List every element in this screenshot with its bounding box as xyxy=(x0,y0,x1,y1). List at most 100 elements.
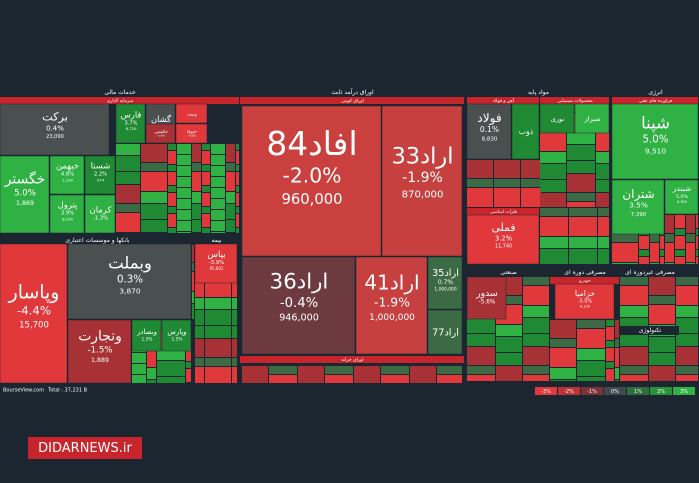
tile-filler xyxy=(325,366,353,374)
tile-value: 11,740 xyxy=(495,244,512,250)
tile-filler xyxy=(540,132,566,151)
tile-filler xyxy=(132,353,146,363)
tile-filler xyxy=(232,278,237,297)
tile-filler xyxy=(192,263,194,271)
tile-filler xyxy=(236,214,239,227)
tile-value: 6,350 xyxy=(677,200,687,204)
tile-filler xyxy=(226,192,235,203)
tile xyxy=(574,103,610,134)
tile-filler xyxy=(540,152,566,163)
tile-name: شستا xyxy=(91,161,111,171)
subsection-title: فلزات اساسی xyxy=(490,210,517,215)
section-title: مصرفی غیردوره ای xyxy=(625,269,675,276)
tile-filler xyxy=(523,366,549,374)
tile-filler xyxy=(676,375,698,381)
tile-filler xyxy=(211,232,225,233)
tile-change: 0.7% xyxy=(438,279,454,286)
section-header xyxy=(467,88,609,97)
tile-filler xyxy=(540,180,566,192)
subsection-title: محصولات شیمیایی xyxy=(557,99,593,104)
tile-filler xyxy=(168,207,176,213)
tile-filler xyxy=(620,347,648,365)
tile-value: 1,889 xyxy=(91,357,109,364)
tile-filler xyxy=(569,217,597,236)
section-title: انرژی xyxy=(648,89,663,96)
tile-filler xyxy=(195,358,204,366)
tile xyxy=(611,179,665,235)
tile-name: سدور xyxy=(475,288,498,299)
tile xyxy=(241,105,382,257)
tile-name: شبندر xyxy=(672,184,692,193)
tile-filler xyxy=(496,325,522,336)
section-header xyxy=(620,268,679,277)
tile-filler xyxy=(567,174,595,192)
section-header xyxy=(240,88,464,97)
tile-filler xyxy=(620,375,648,381)
tile-filler xyxy=(211,221,225,231)
tile-filler xyxy=(696,229,698,235)
tile-filler xyxy=(236,144,239,150)
tile-filler xyxy=(192,172,201,191)
tile-name: فولاد xyxy=(477,111,501,126)
tile-filler xyxy=(205,339,231,357)
tile-filler xyxy=(496,353,522,365)
tile-filler xyxy=(523,334,549,346)
watermark: DIDARNEWS.ir xyxy=(38,441,132,456)
tile-filler xyxy=(141,144,167,162)
tile-filler xyxy=(157,361,185,376)
tile-filler xyxy=(598,217,609,236)
tile xyxy=(115,103,146,144)
section-title: بیمه xyxy=(211,237,221,244)
tile-filler xyxy=(598,249,609,264)
tile-filler xyxy=(202,165,210,171)
tile-filler xyxy=(202,228,210,233)
tile-filler xyxy=(168,186,176,192)
legend-swatch xyxy=(535,387,557,395)
tile-filler xyxy=(381,375,409,383)
tile-filler xyxy=(205,326,231,338)
tile-name: اراد36 xyxy=(270,270,329,295)
tile-filler xyxy=(523,286,549,305)
legend-swatch xyxy=(558,387,580,395)
tile-filler xyxy=(596,180,609,192)
tile-filler xyxy=(226,172,235,191)
subsection-header xyxy=(612,97,698,104)
tile-filler xyxy=(567,161,595,173)
tile-filler xyxy=(494,179,520,187)
subsection-header xyxy=(240,97,464,104)
tile-filler xyxy=(615,368,619,379)
tile-value: 1,100 xyxy=(62,177,73,182)
tile-filler xyxy=(612,263,638,264)
subsection-title: آهن و فولاد xyxy=(493,98,515,104)
tile-filler xyxy=(437,375,462,383)
tile-filler xyxy=(168,165,176,171)
tile-filler xyxy=(381,366,409,374)
tile-filler xyxy=(141,172,167,191)
tile-change: 3.7% xyxy=(124,120,137,126)
tile-filler xyxy=(540,208,568,216)
tile-filler xyxy=(615,320,619,338)
tile xyxy=(611,103,699,180)
tile-name: وتجارت xyxy=(78,329,122,345)
tile-filler xyxy=(496,366,522,381)
tile-filler xyxy=(550,348,576,367)
tile-value: 6,130 xyxy=(580,304,590,308)
tile-filler xyxy=(639,236,649,249)
tile xyxy=(427,256,463,310)
tile-filler xyxy=(232,358,237,366)
tile-filler xyxy=(550,339,576,347)
tile-value: 870,000 xyxy=(402,189,444,200)
section-header xyxy=(620,326,679,335)
tile xyxy=(84,155,116,195)
tile-name: ختوقا xyxy=(187,130,197,135)
tile-filler xyxy=(540,237,568,248)
tile-filler xyxy=(686,263,695,264)
tile-filler xyxy=(147,348,156,367)
tile-filler xyxy=(132,364,146,374)
legend-label: 1% xyxy=(634,389,642,395)
tile xyxy=(0,155,50,234)
tile-name: شپنا xyxy=(641,113,670,133)
tile-filler xyxy=(236,207,239,213)
tile-name: فملی xyxy=(491,221,515,234)
tile-filler xyxy=(192,163,201,171)
